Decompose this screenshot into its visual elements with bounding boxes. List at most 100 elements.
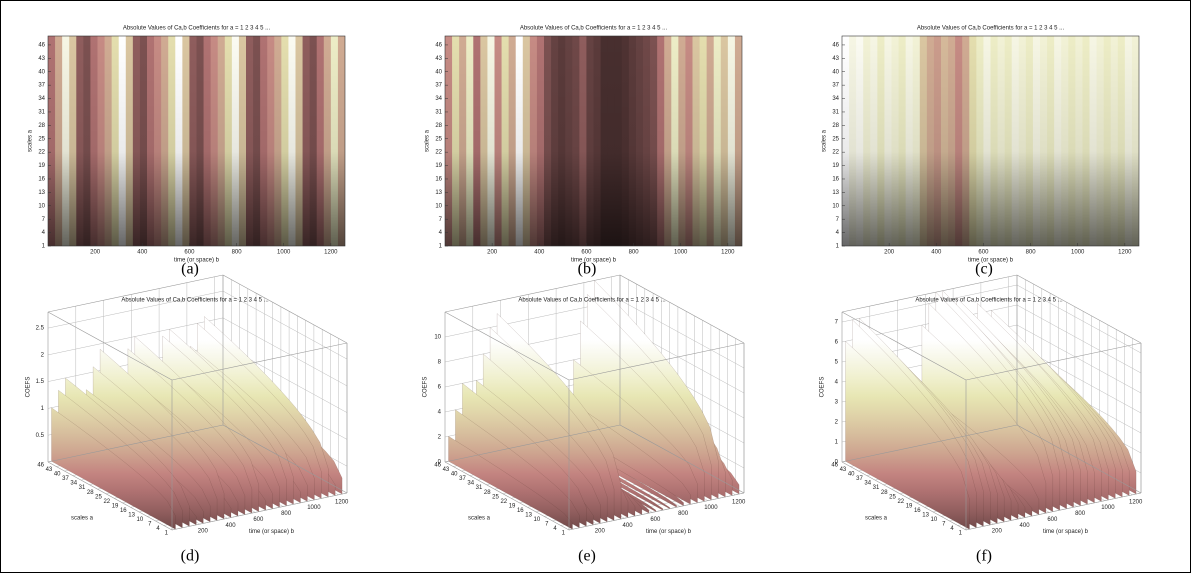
caption: (f) — [976, 548, 992, 565]
x-tick-label: 600 — [978, 250, 989, 256]
x-tick-label: 800 — [1075, 511, 1086, 517]
y-tick-label: 1 — [836, 244, 840, 250]
z-tick-label: 2 — [438, 435, 442, 441]
caption: (e) — [578, 548, 596, 565]
z-tick-label: 8 — [438, 360, 442, 366]
chart-title: Absolute Values of Ca,b Coefficients for… — [917, 26, 1065, 32]
x-tick-label: 600 — [650, 517, 661, 523]
y-tick-label: 22 — [500, 499, 507, 505]
z-tick-label: 5 — [835, 360, 839, 366]
z-tick-label: 2.5 — [36, 326, 45, 332]
chart-title: Absolute Values of Ca,b Coefficients for… — [915, 298, 1063, 304]
y-tick-label: 40 — [435, 69, 442, 75]
y-tick-label: 37 — [856, 476, 863, 482]
x-tick-label: 200 — [992, 529, 1003, 535]
y-tick-label: 25 — [832, 136, 839, 142]
heatmap-cells — [842, 36, 1139, 246]
x-tick-label: 800 — [629, 250, 640, 256]
z-tick-label: 6 — [438, 385, 442, 391]
x-tick-label: 1200 — [335, 499, 349, 505]
y-tick-label: 46 — [832, 43, 839, 49]
x-tick-label: 600 — [581, 250, 592, 256]
x-axis-label: time (or space) b — [174, 258, 220, 264]
scale-shading — [842, 36, 1139, 246]
y-tick-label: 43 — [46, 467, 53, 473]
y-tick-label: 22 — [38, 150, 45, 156]
y-tick-label: 19 — [509, 503, 516, 509]
x-tick-label: 200 — [90, 250, 101, 256]
y-tick-label: 34 — [435, 96, 442, 102]
y-tick-label: 25 — [95, 494, 102, 500]
z-axis-label: COEFS — [820, 377, 826, 398]
y-tick-label: 19 — [38, 163, 45, 169]
y-tick-label: 28 — [38, 123, 45, 129]
y-tick-label: 7 — [439, 217, 443, 223]
y-tick-label: 34 — [38, 96, 45, 102]
axes-box — [444, 274, 745, 531]
y-tick-label: 1 — [42, 244, 46, 250]
x-tick-label: 200 — [198, 529, 209, 535]
y-tick-label: 7 — [148, 522, 152, 528]
x-tick-label: 1000 — [1071, 250, 1085, 256]
y-tick-label: 19 — [435, 163, 442, 169]
y-tick-label: 25 — [889, 494, 896, 500]
z-tick-label: 10 — [434, 335, 441, 341]
y-tick-label: 4 — [156, 526, 160, 532]
chart-title: Absolute Values of Ca,b Coefficients for… — [520, 26, 668, 32]
y-tick-label: 37 — [435, 83, 442, 89]
y-tick-label: 16 — [914, 508, 921, 514]
y-tick-label: 34 — [70, 481, 77, 487]
y-axis-label: scales a — [822, 129, 828, 152]
z-tick-label: 2 — [41, 352, 45, 358]
x-tick-label: 800 — [281, 511, 292, 517]
x-axis-label: time (or space) b — [968, 258, 1014, 264]
x-tick-label: 1000 — [1101, 505, 1115, 511]
y-tick-label: 34 — [864, 481, 871, 487]
surface-ridge — [921, 324, 1047, 514]
y-tick-label: 43 — [38, 56, 45, 62]
y-tick-label: 46 — [434, 463, 441, 469]
surface-ridge — [455, 409, 580, 529]
caption: (a) — [181, 261, 199, 278]
caption: (b) — [578, 261, 597, 278]
z-tick-label: 2 — [835, 420, 839, 426]
y-tick-label: 37 — [832, 83, 839, 89]
x-tick-label: 400 — [226, 523, 237, 529]
y-tick-label: 13 — [38, 190, 45, 196]
x-tick-label: 200 — [487, 250, 498, 256]
y-axis-label: scales a — [468, 516, 491, 522]
surface-ridge — [573, 359, 698, 504]
y-tick-label: 37 — [38, 83, 45, 89]
y-tick-label: 1 — [165, 531, 169, 537]
z-axis-label: COEFS — [423, 377, 429, 398]
y-tick-label: 7 — [942, 522, 946, 528]
z-tick-label: 0 — [438, 460, 442, 466]
z-tick-label: 1 — [41, 406, 45, 412]
y-tick-label: 1 — [439, 244, 443, 250]
y-tick-label: 13 — [435, 190, 442, 196]
y-tick-label: 43 — [832, 56, 839, 62]
y-tick-label: 4 — [950, 526, 954, 532]
x-axis-label: time (or space) b — [646, 529, 692, 535]
x-axis-label: time (or space) b — [571, 258, 617, 264]
y-tick-label: 13 — [525, 512, 532, 518]
x-tick-label: 1200 — [1118, 250, 1132, 256]
y-tick-label: 40 — [54, 472, 61, 478]
z-tick-label: 1.5 — [36, 379, 45, 385]
y-tick-label: 28 — [881, 490, 888, 496]
y-tick-label: 10 — [137, 517, 144, 523]
y-tick-label: 4 — [42, 230, 46, 236]
x-tick-label: 600 — [184, 250, 195, 256]
y-tick-label: 13 — [128, 512, 135, 518]
y-tick-label: 40 — [451, 472, 458, 478]
y-axis-label: scales a — [71, 516, 94, 522]
z-axis-label: COEFS — [26, 377, 32, 398]
y-tick-label: 34 — [467, 481, 474, 487]
x-tick-label: 600 — [1047, 517, 1058, 523]
x-tick-label: 1000 — [704, 505, 718, 511]
y-tick-label: 40 — [848, 472, 855, 478]
heatmap-cells — [48, 36, 345, 246]
chart-title: Absolute Values of Ca,b Coefficients for… — [123, 26, 271, 32]
y-tick-label: 16 — [435, 177, 442, 183]
y-tick-label: 1 — [562, 531, 566, 537]
